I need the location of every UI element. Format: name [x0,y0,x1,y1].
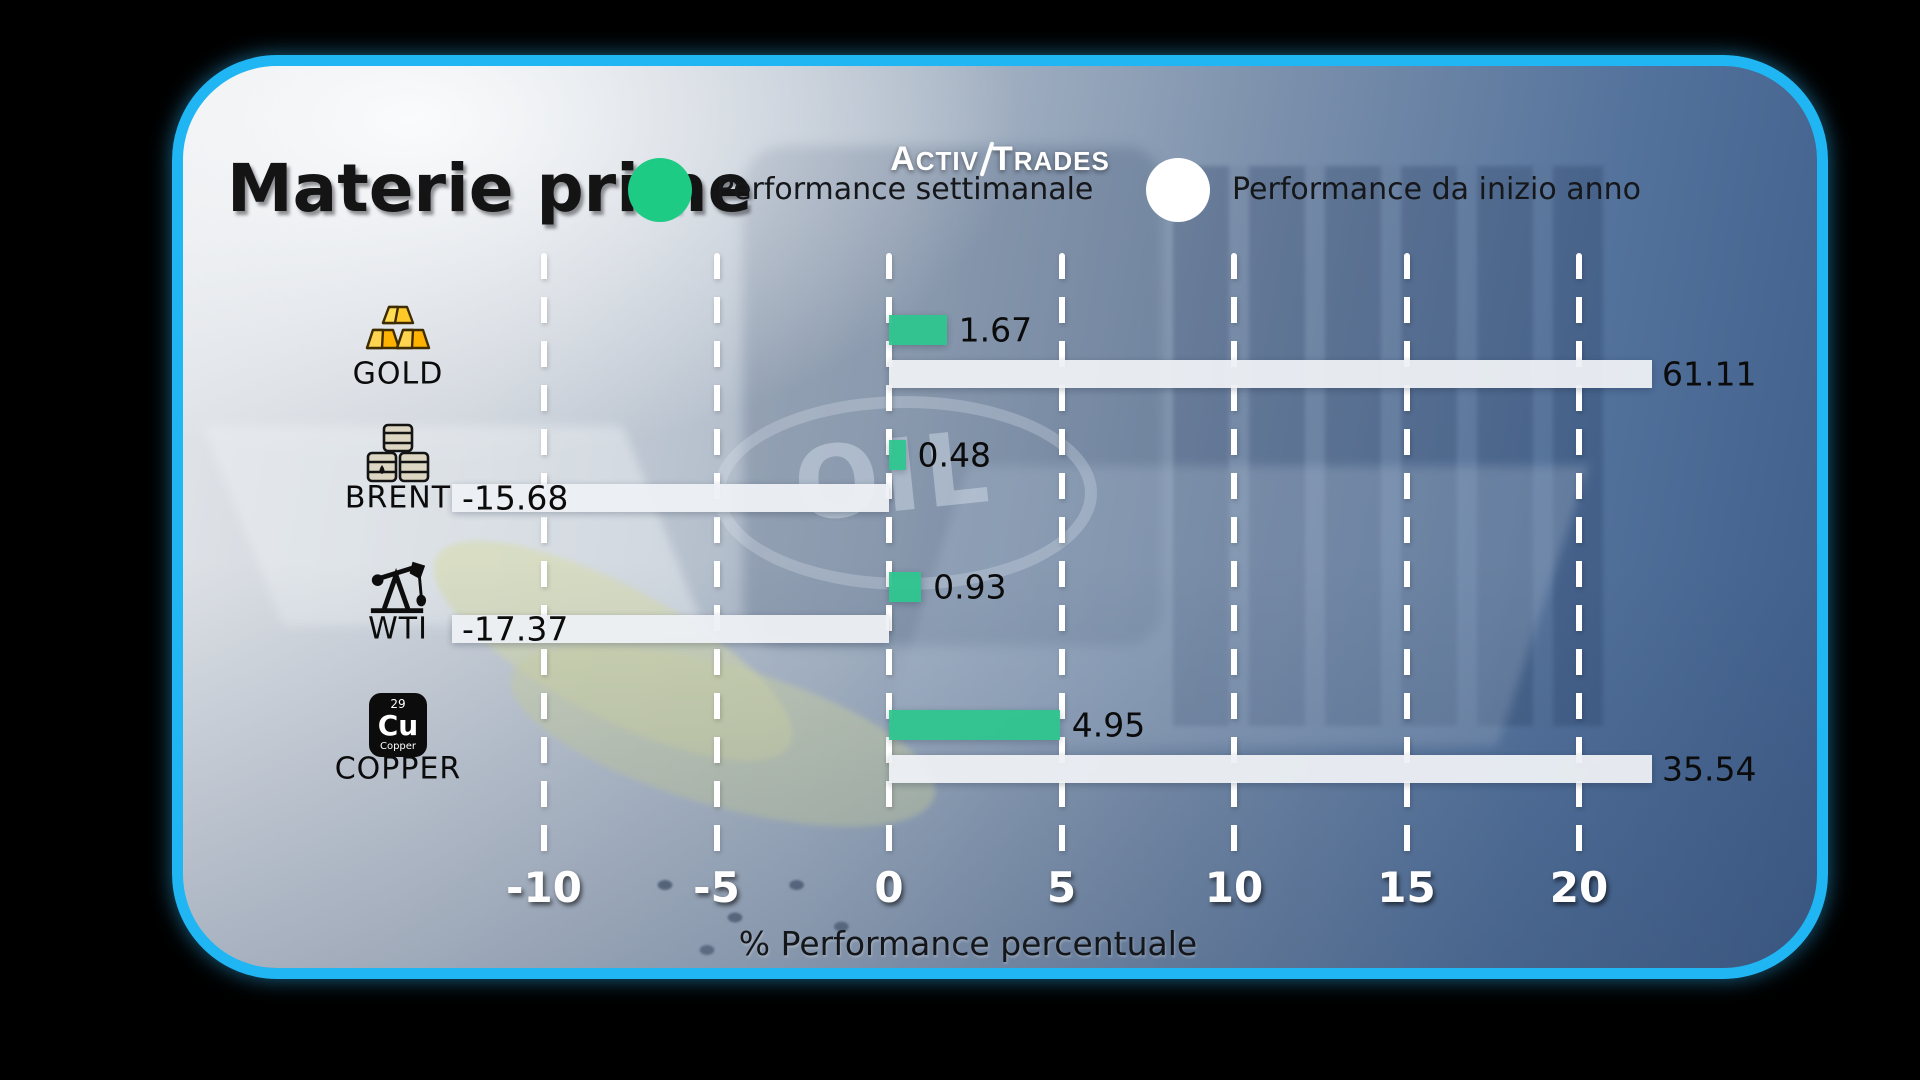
ytd-bar-wti [452,615,889,643]
legend-weekly-label: Performance settimanale [716,172,1094,207]
ytd-value-brent: -15.68 [462,478,569,518]
weekly-value-gold: 1.67 [958,310,1033,350]
gridline--5 [713,253,720,858]
gridline-0 [886,253,892,858]
row-label-brent: BRENT [344,480,452,516]
copper-element-icon: 29 Cu Copper [369,693,427,757]
gridline-10 [1231,253,1237,858]
x-axis-title: % Performance percentuale [738,924,1198,963]
gridline-15 [1403,253,1410,858]
copper-name: Copper [379,741,417,752]
activtrades-logo: ACTIV TRADES [890,140,1110,178]
oil-pump-icon [370,561,427,614]
weekly-bar-gold [889,315,947,345]
ytd-value-gold: 61.11 [1662,354,1757,394]
x-tick-label: 20 [1549,863,1609,912]
ytd-value-wti: -17.37 [462,609,569,649]
weekly-bar-brent [889,440,906,470]
copper-symbol: Cu [377,709,419,742]
oil-barrels-icon [366,423,430,483]
row-icon-holder [366,421,430,489]
ytd-bar-copper [889,755,1652,783]
bar-chart-plot: -10 -5 0 5 10 15 20 GOLD 1.67 61.11 BRENT 0.4 [183,66,1817,968]
x-tick-label: 10 [1204,863,1264,912]
gridline--10 [541,253,547,858]
x-tick-label: -5 [693,863,740,912]
legend-weekly-dot-icon [628,158,692,222]
copper-atomic-number: 29 [390,697,406,711]
x-tick-label: 15 [1377,863,1436,912]
legend-ytd-dot-icon [1146,158,1210,222]
weekly-value-wti: 0.93 [933,567,1007,607]
gradient-overlay [183,66,1817,968]
legend-ytd-label: Performance da inizio anno [1232,172,1642,207]
row-label-copper: COPPER [334,751,462,787]
weekly-bar-copper [889,710,1060,740]
ytd-bar-brent [452,484,889,512]
x-tick-label: 5 [1046,863,1077,912]
gridline-20 [1576,253,1582,858]
row-icon-holder: 29 Cu Copper [369,693,427,757]
row-label-gold: GOLD [352,356,444,392]
weekly-value-brent: 0.48 [917,435,992,475]
weekly-value-copper: 4.95 [1071,705,1146,745]
row-icon-holder [367,554,429,620]
x-tick-label: 0 [874,863,904,912]
gridline-5 [1058,253,1065,858]
x-tick-label: -10 [506,863,582,912]
gold-bars-icon [365,305,431,350]
weekly-bar-wti [889,572,922,602]
ytd-bar-gold [889,360,1652,388]
logo-text: A [890,140,916,178]
row-icon-holder [364,303,432,357]
ytd-value-copper: 35.54 [1662,749,1757,789]
row-label-wti: WTI [368,611,428,647]
